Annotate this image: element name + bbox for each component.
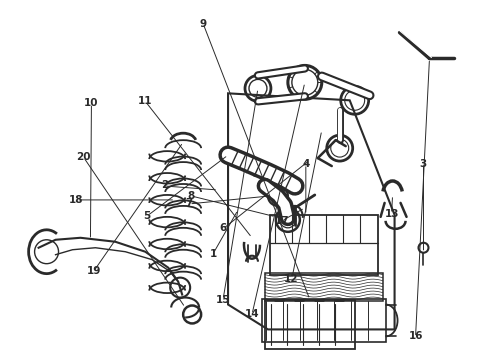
Bar (270, 215, 378, 275)
Text: 16: 16 (409, 331, 423, 341)
Text: 7: 7 (185, 198, 193, 208)
Text: 17: 17 (274, 216, 289, 226)
Text: 13: 13 (384, 209, 399, 219)
Text: 20: 20 (76, 152, 91, 162)
Text: 5: 5 (144, 211, 151, 221)
Bar (262, 298, 386, 342)
Text: 14: 14 (245, 310, 260, 319)
Text: 11: 11 (138, 96, 152, 106)
Text: 6: 6 (220, 224, 227, 233)
Text: 1: 1 (210, 248, 217, 258)
Bar (265, 273, 383, 301)
Text: 9: 9 (200, 19, 207, 29)
Text: 18: 18 (69, 195, 84, 205)
Text: 19: 19 (86, 266, 101, 276)
Text: 4: 4 (302, 159, 310, 169)
Text: 8: 8 (188, 191, 195, 201)
Text: 3: 3 (420, 159, 427, 169)
Text: 10: 10 (84, 98, 98, 108)
Text: 15: 15 (216, 295, 230, 305)
Text: 2: 2 (161, 180, 168, 190)
Bar (265, 300, 355, 349)
Text: 12: 12 (284, 274, 299, 284)
